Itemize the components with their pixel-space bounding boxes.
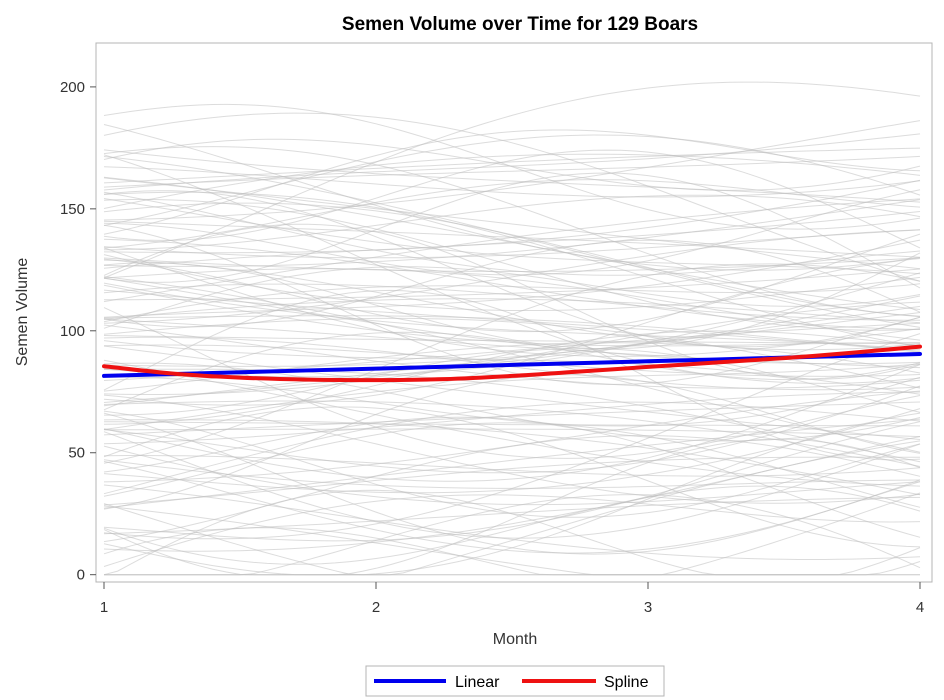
individual-curve: [103, 190, 921, 348]
individual-curve: [103, 422, 921, 508]
chart-title: Semen Volume over Time for 129 Boars: [342, 14, 698, 35]
individual-curve: [103, 202, 921, 318]
y-axis-label: Semen Volume: [14, 258, 31, 367]
individual-curve: [103, 330, 921, 425]
individual-curve: [103, 364, 921, 482]
individual-curve: [103, 247, 921, 357]
individual-curve: [104, 347, 921, 416]
individual-curve: [103, 484, 921, 560]
individual-curve: [103, 229, 921, 259]
x-tick-label: 2: [372, 599, 380, 616]
individual-curve: [103, 179, 921, 254]
individual-curve: [103, 421, 921, 542]
individual-curve: [103, 120, 921, 221]
y-tick-label: 150: [60, 201, 85, 218]
individual-curve: [103, 259, 921, 351]
y-axis: 0 50 100 150 200: [60, 79, 96, 584]
individual-curve: [103, 179, 921, 249]
individual-curve: [103, 459, 921, 489]
individual-curve: [103, 283, 920, 321]
individual-curve: [103, 331, 921, 411]
individual-curve: [103, 385, 921, 474]
x-axis-label: Month: [493, 631, 537, 648]
individual-curve: [103, 305, 921, 403]
individual-curve: [103, 223, 921, 380]
individual-curve: [103, 194, 921, 251]
y-tick-label: 0: [77, 567, 85, 584]
individual-curve: [103, 445, 921, 506]
individual-curve: [103, 252, 921, 350]
individual-curve: [103, 527, 921, 576]
individual-curve: [103, 455, 921, 477]
x-axis: 1 2 3 4: [100, 582, 924, 616]
y-tick-label: 100: [60, 323, 85, 340]
individual-curve: [103, 112, 921, 282]
individual-curve: [103, 301, 921, 395]
individual-curves: [103, 81, 921, 576]
individual-curve: [103, 460, 921, 554]
individual-curve: [103, 363, 921, 430]
individual-curve: [103, 359, 921, 487]
x-tick-label: 1: [100, 599, 108, 616]
individual-curve: [103, 401, 921, 436]
individual-curve: [103, 155, 921, 188]
individual-curve: [103, 412, 921, 555]
individual-curve: [103, 199, 921, 267]
mean-curves: [102, 344, 922, 383]
individual-curve: [104, 428, 921, 438]
x-tick-label: 4: [916, 599, 924, 616]
individual-curve: [103, 229, 921, 324]
individual-curve: [103, 315, 921, 352]
individual-curve: [103, 233, 921, 333]
individual-curve: [103, 295, 921, 367]
y-tick-label: 200: [60, 79, 85, 96]
individual-curve: [103, 391, 921, 445]
individual-curve: [103, 198, 921, 275]
series-line-spline: [102, 344, 922, 383]
individual-curve: [103, 394, 921, 504]
individual-curve: [103, 289, 921, 353]
individual-curve: [103, 154, 921, 384]
individual-curve: [104, 368, 921, 463]
individual-curve: [103, 374, 921, 510]
individual-curve: [103, 435, 921, 543]
individual-curve: [103, 344, 921, 377]
x-tick-label: 3: [644, 599, 652, 616]
individual-curve: [103, 283, 921, 323]
individual-curve: [103, 172, 921, 289]
individual-curve: [103, 485, 921, 565]
legend-label-spline: Spline: [604, 674, 649, 691]
individual-curve: [103, 318, 921, 369]
individual-curve: [103, 362, 921, 442]
individual-curve: [103, 408, 921, 494]
legend-label-linear: Linear: [455, 674, 500, 691]
individual-curve: [103, 138, 921, 191]
individual-curve: [103, 400, 921, 467]
individual-curve: [103, 147, 921, 184]
individual-curve: [103, 146, 921, 317]
individual-curve: [103, 406, 921, 548]
y-tick-label: 50: [68, 445, 85, 462]
individual-curve: [103, 266, 921, 329]
individual-curve: [103, 418, 921, 509]
individual-curve: [103, 342, 921, 392]
individual-curve: [103, 345, 921, 440]
individual-curve: [103, 211, 921, 269]
legend: Linear Spline: [365, 665, 665, 697]
individual-curve: [103, 284, 920, 347]
individual-curve: [103, 239, 921, 318]
individual-curve: [103, 421, 921, 427]
individual-curve: [104, 376, 921, 427]
individual-curve: [103, 239, 921, 328]
individual-curve: [103, 431, 921, 539]
individual-curve: [103, 191, 921, 348]
individual-curve: [103, 494, 921, 567]
individual-curve: [103, 282, 921, 351]
individual-curve: [103, 149, 921, 249]
individual-curve: [103, 254, 921, 311]
individual-curve: [103, 436, 921, 552]
individual-curve: [103, 289, 921, 461]
